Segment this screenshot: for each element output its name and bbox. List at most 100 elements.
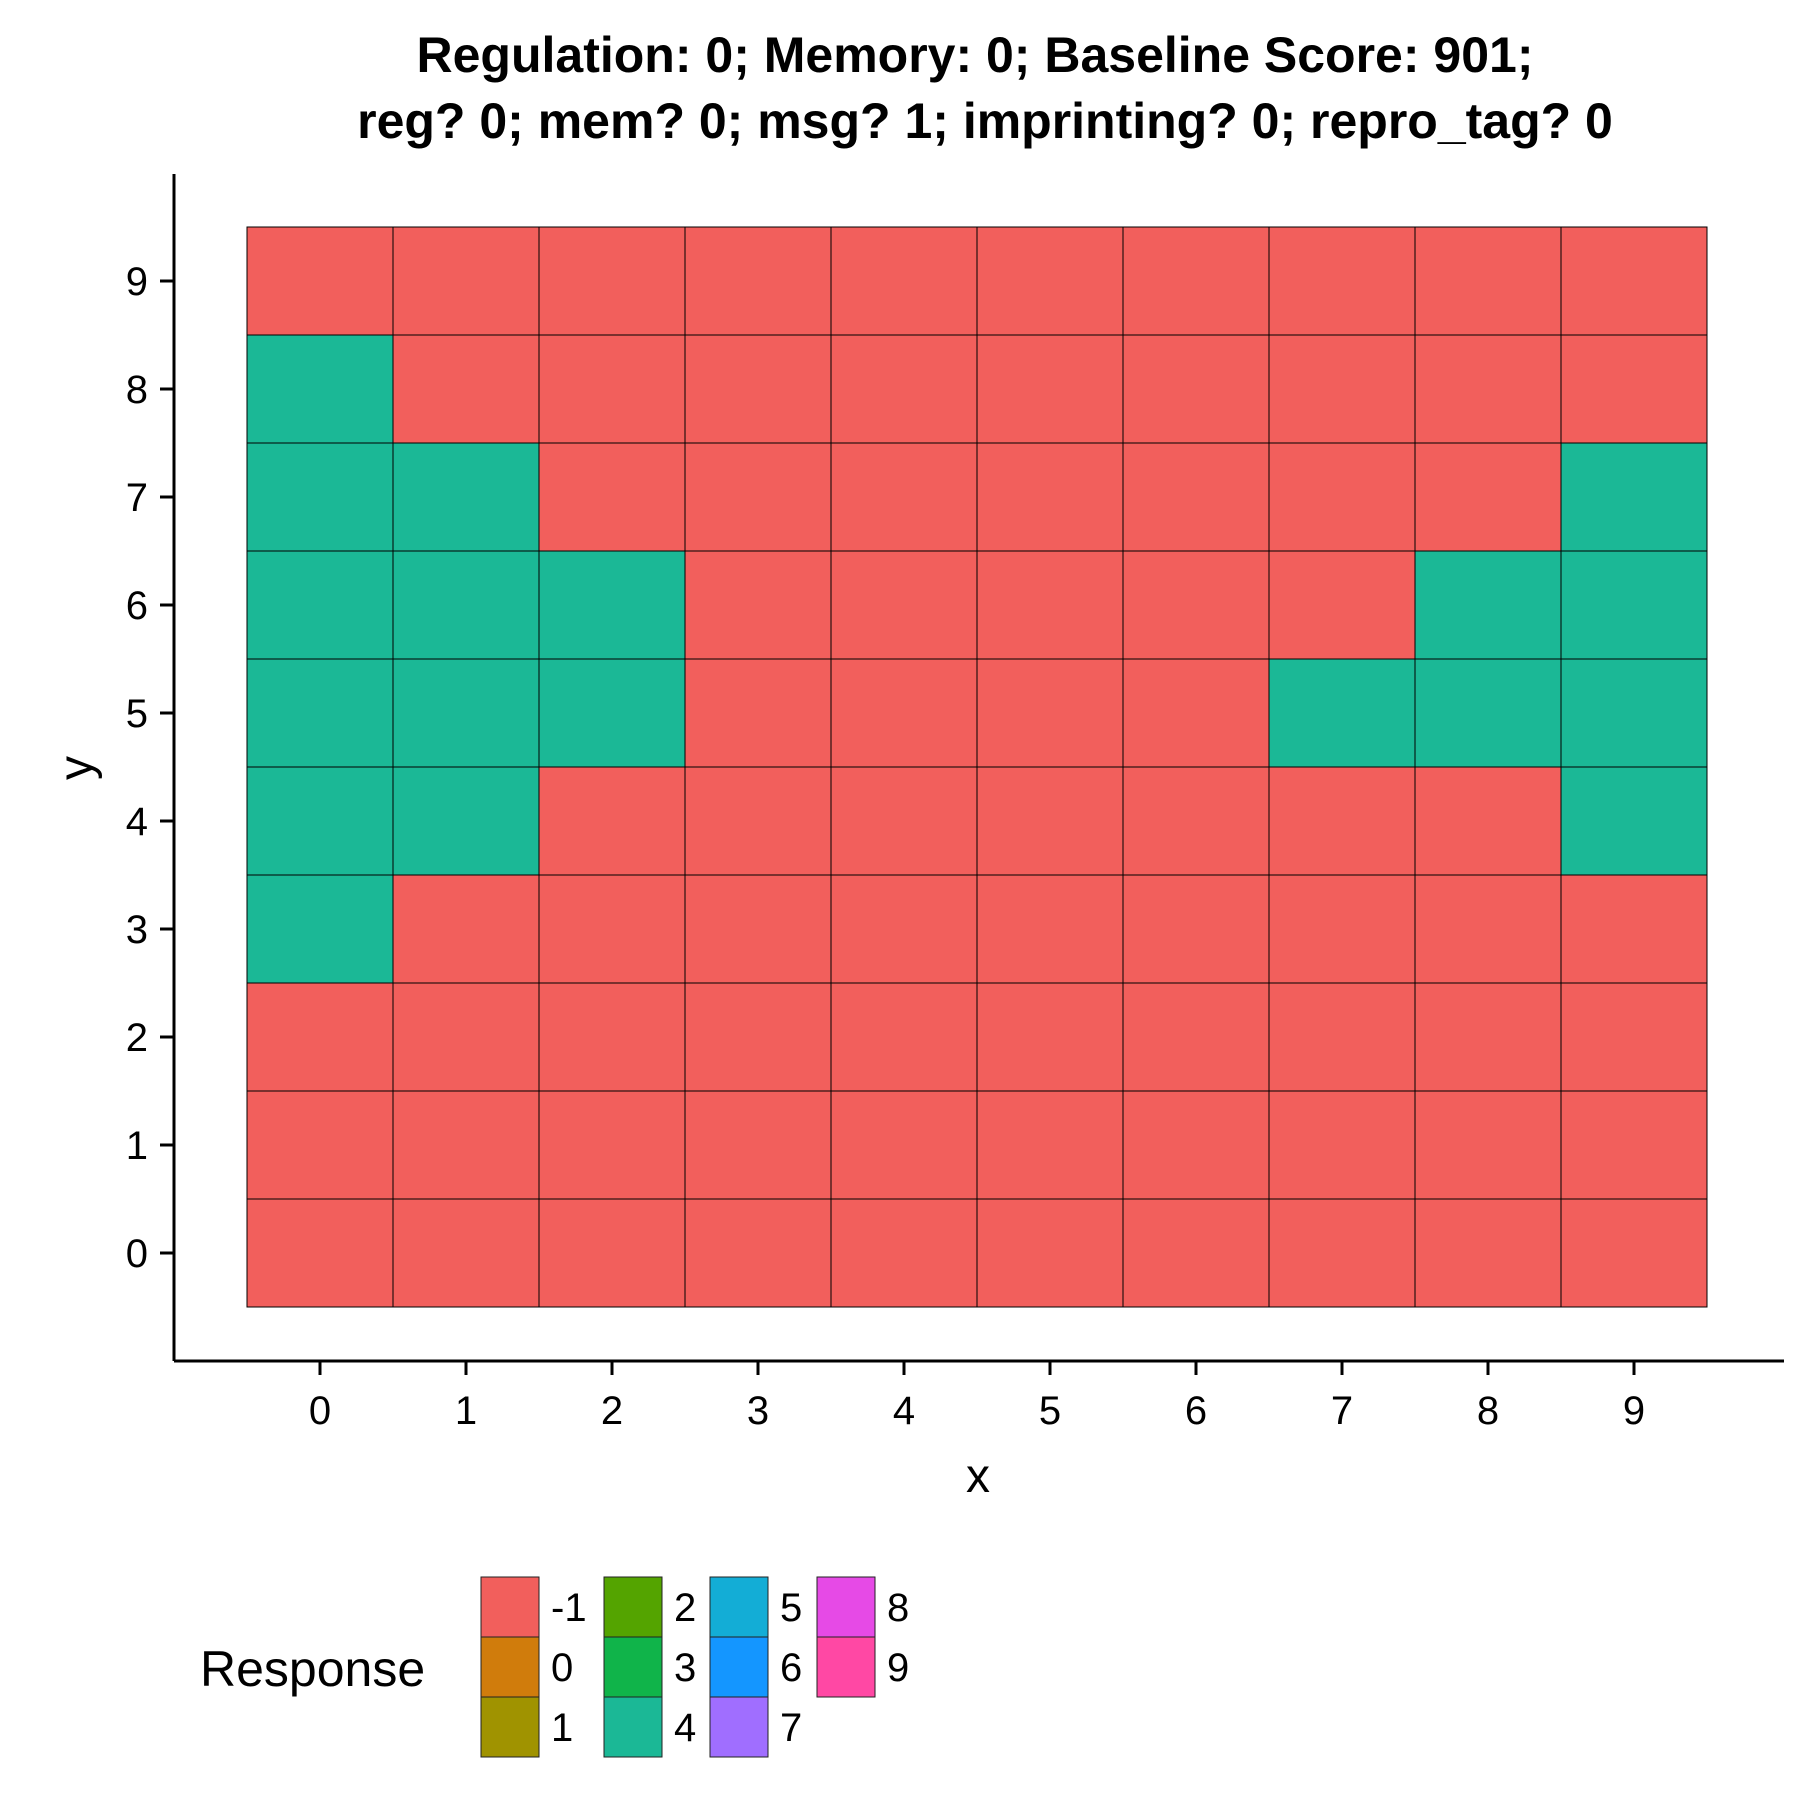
heatmap-cell-x1-y4 [392, 766, 540, 876]
heatmap-cell-x8-y5 [1414, 658, 1562, 768]
chart-title-line-2: reg? 0; mem? 0; msg? 1; imprinting? 0; r… [357, 93, 1613, 149]
legend-label: 7 [780, 1706, 802, 1750]
heatmap-cell-x7-y3 [1268, 874, 1416, 984]
heatmap-cell-x0-y3 [246, 874, 394, 984]
heatmap-cell-x1-y5 [392, 658, 540, 768]
heatmap-cell-x3-y2 [684, 982, 832, 1092]
heatmap-cell-x0-y2 [246, 982, 394, 1092]
y-tick-label: 0 [126, 1232, 148, 1276]
heatmap-cell-x2-y4 [538, 766, 686, 876]
heatmap-cell-x1-y8 [392, 334, 540, 444]
heatmap-cell-x2-y8 [538, 334, 686, 444]
legend-label: 5 [780, 1586, 802, 1630]
heatmap-cell-x2-y3 [538, 874, 686, 984]
legend-swatch [603, 1576, 663, 1638]
heatmap-cell-x8-y8 [1414, 334, 1562, 444]
heatmap-cell-x4-y7 [830, 442, 978, 552]
heatmap-cell-x4-y8 [830, 334, 978, 444]
legend-title: Response [200, 1641, 425, 1697]
heatmap-cell-x6-y7 [1122, 442, 1270, 552]
heatmap-cell-x6-y4 [1122, 766, 1270, 876]
heatmap-cell-x4-y9 [830, 226, 978, 336]
heatmap-cell-x3-y5 [684, 658, 832, 768]
legend-label: 3 [674, 1646, 696, 1690]
heatmap-cell-x0-y4 [246, 766, 394, 876]
heatmap-cell-x8-y1 [1414, 1090, 1562, 1200]
heatmap-cell-x2-y7 [538, 442, 686, 552]
x-tick-label: 7 [1331, 1389, 1353, 1433]
heatmap-cell-x0-y8 [246, 334, 394, 444]
heatmap-cell-x4-y4 [830, 766, 978, 876]
heatmap-cell-x1-y9 [392, 226, 540, 336]
x-axis-ticks: 0 1 2 3 4 5 6 7 8 9 [309, 1361, 1645, 1433]
heatmap-cell-x9-y5 [1560, 658, 1708, 768]
heatmap-cell-x1-y0 [392, 1198, 540, 1308]
heatmap-cell-x2-y9 [538, 226, 686, 336]
legend-swatch [480, 1576, 540, 1638]
heatmap-cell-x7-y0 [1268, 1198, 1416, 1308]
y-axis-ticks: 0 1 2 3 4 5 6 7 8 9 [126, 260, 174, 1276]
legend-swatch [603, 1636, 663, 1698]
x-tick-label: 5 [1039, 1389, 1061, 1433]
heatmap-cell-x1-y3 [392, 874, 540, 984]
legend-swatch [480, 1696, 540, 1758]
heatmap-cell-x7-y5 [1268, 658, 1416, 768]
heatmap-cell-x7-y9 [1268, 226, 1416, 336]
heatmap-cell-x4-y5 [830, 658, 978, 768]
heatmap-cell-x4-y1 [830, 1090, 978, 1200]
heatmap-cell-x7-y4 [1268, 766, 1416, 876]
heatmap-cell-x9-y3 [1560, 874, 1708, 984]
heatmap-cell-x1-y2 [392, 982, 540, 1092]
heatmap-cell-x5-y9 [976, 226, 1124, 336]
heatmap-cell-x4-y3 [830, 874, 978, 984]
x-tick-label: 6 [1185, 1389, 1207, 1433]
heatmap-cell-x8-y4 [1414, 766, 1562, 876]
heatmap-cells [246, 226, 1708, 1308]
legend-label: 1 [551, 1706, 573, 1750]
heatmap-cell-x2-y1 [538, 1090, 686, 1200]
heatmap-cell-x5-y2 [976, 982, 1124, 1092]
heatmap-cell-x5-y7 [976, 442, 1124, 552]
heatmap-cell-x0-y6 [246, 550, 394, 660]
heatmap-cell-x1-y1 [392, 1090, 540, 1200]
legend-label: 0 [551, 1646, 573, 1690]
legend-swatch [480, 1636, 540, 1698]
y-tick-label: 6 [126, 584, 148, 628]
legend-swatch [709, 1696, 769, 1758]
heatmap-cell-x1-y6 [392, 550, 540, 660]
heatmap-cell-x3-y0 [684, 1198, 832, 1308]
heatmap-cell-x7-y8 [1268, 334, 1416, 444]
heatmap-cell-x7-y1 [1268, 1090, 1416, 1200]
heatmap-cell-x3-y6 [684, 550, 832, 660]
x-tick-label: 9 [1623, 1389, 1645, 1433]
x-tick-label: 8 [1477, 1389, 1499, 1433]
heatmap-cell-x6-y8 [1122, 334, 1270, 444]
x-tick-label: 4 [893, 1389, 915, 1433]
legend-swatch [709, 1636, 769, 1698]
heatmap-cell-x4-y0 [830, 1198, 978, 1308]
legend-swatch [603, 1696, 663, 1758]
heatmap-cell-x8-y0 [1414, 1198, 1562, 1308]
heatmap-cell-x5-y4 [976, 766, 1124, 876]
heatmap-cell-x3-y9 [684, 226, 832, 336]
x-tick-label: 0 [309, 1389, 331, 1433]
chart-title: Regulation: 0; Memory: 0; Baseline Score… [357, 27, 1613, 149]
legend-label: 8 [887, 1586, 909, 1630]
heatmap-cell-x9-y6 [1560, 550, 1708, 660]
heatmap-cell-x6-y3 [1122, 874, 1270, 984]
y-tick-label: 1 [126, 1124, 148, 1168]
heatmap-cell-x5-y8 [976, 334, 1124, 444]
heatmap-cell-x0-y0 [246, 1198, 394, 1308]
heatmap-cell-x4-y2 [830, 982, 978, 1092]
y-tick-label: 7 [126, 476, 148, 520]
legend-label: 9 [887, 1646, 909, 1690]
heatmap-cell-x9-y0 [1560, 1198, 1708, 1308]
heatmap-cell-x0-y9 [246, 226, 394, 336]
heatmap-cell-x8-y9 [1414, 226, 1562, 336]
legend-swatch [816, 1636, 876, 1698]
heatmap-cell-x6-y1 [1122, 1090, 1270, 1200]
heatmap-cell-x9-y8 [1560, 334, 1708, 444]
y-tick-label: 5 [126, 692, 148, 736]
heatmap-cell-x2-y6 [538, 550, 686, 660]
